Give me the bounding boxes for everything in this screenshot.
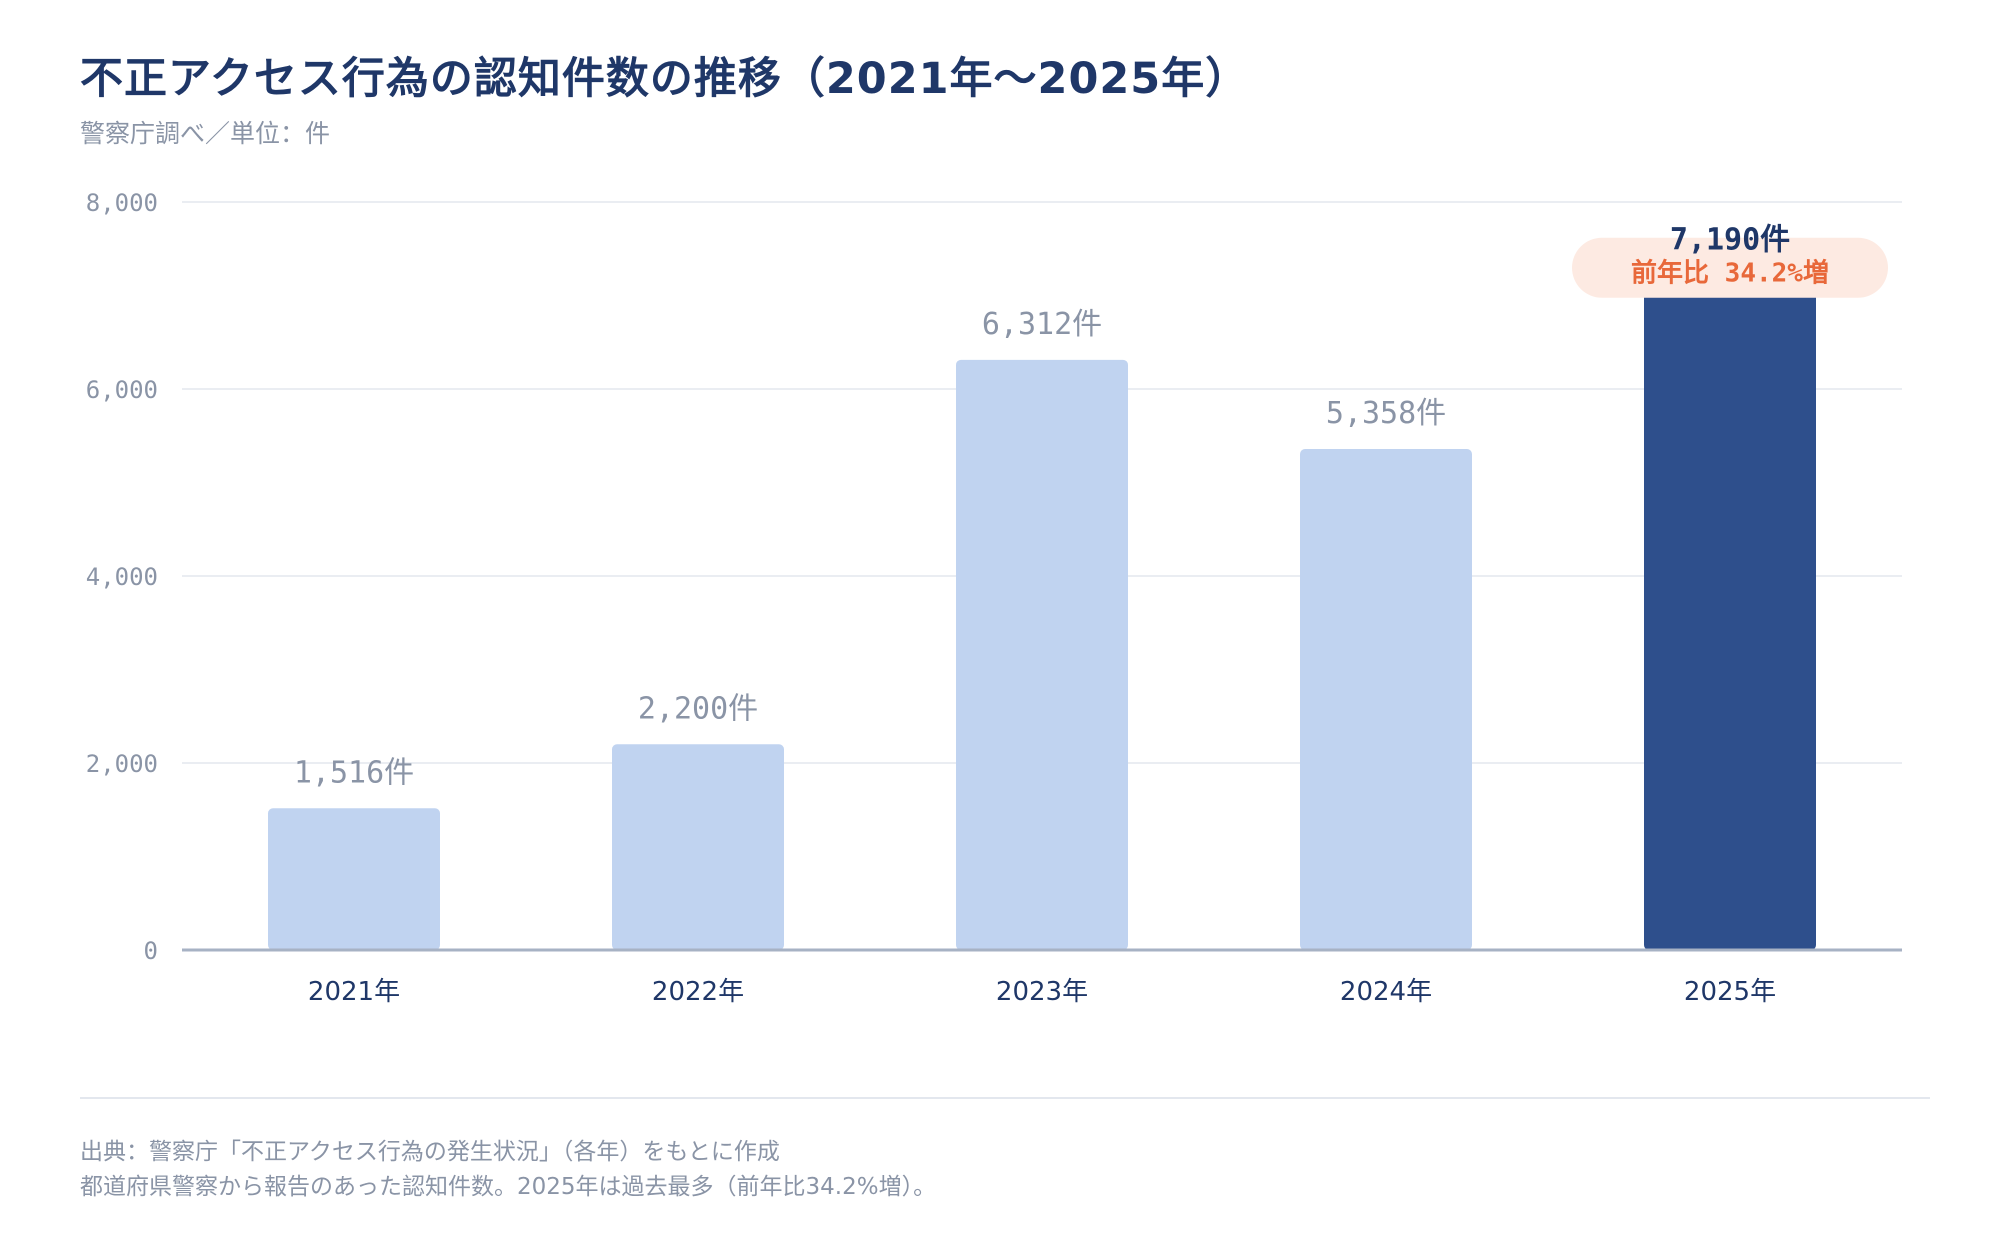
data-label-1: 2,200件 [638, 691, 758, 726]
y-tick-label: 2,000 [86, 750, 158, 778]
x-category-label: 2024年 [1340, 977, 1432, 1007]
bar-2 [956, 359, 1128, 950]
footnote: 都道府県警察から報告のあった認知件数。2025年は過去最多（前年比34.2%増）… [80, 1174, 937, 1200]
source-note: 出典：警察庁「不正アクセス行為の発生状況」（各年）をもとに作成 [80, 1139, 780, 1165]
highlight-annotation: 前年比 34.2%増 [1631, 258, 1829, 289]
bar-3 [1300, 449, 1472, 950]
data-label-4: 7,190件 [1670, 223, 1790, 258]
data-label-3: 5,358件 [1326, 396, 1446, 431]
y-axis-ticks: 0 2,000 4,000 6,000 8,000 [86, 189, 158, 965]
y-tick-label: 6,000 [86, 376, 158, 404]
bar-4 [1644, 277, 1816, 950]
x-axis-categories: 2021年 2022年 2023年 2024年 2025年 [308, 977, 1776, 1007]
page-subtitle: 警察庁調べ／単位：件 [80, 119, 331, 148]
y-tick-label: 4,000 [86, 563, 158, 591]
x-category-label: 2022年 [652, 977, 744, 1007]
x-category-label: 2021年 [308, 977, 400, 1007]
bars [268, 277, 1816, 950]
x-category-label: 2023年 [996, 977, 1088, 1007]
highlight-badge [1572, 237, 1888, 298]
bar-1 [612, 744, 784, 950]
page-title: 不正アクセス行為の認知件数の推移（2021年〜2025年） [80, 54, 1250, 104]
bar-0 [268, 808, 440, 950]
footer-divider [80, 1097, 1930, 1099]
x-category-label: 2025年 [1684, 977, 1776, 1007]
bar-chart: 0 2,000 4,000 6,000 8,000 1,516件 2,200件 6,312件… [86, 189, 1902, 1007]
data-label-0: 1,516件 [294, 755, 414, 790]
y-tick-label: 8,000 [86, 189, 158, 217]
y-tick-label: 0 [144, 937, 158, 965]
data-label-2: 6,312件 [982, 307, 1102, 342]
